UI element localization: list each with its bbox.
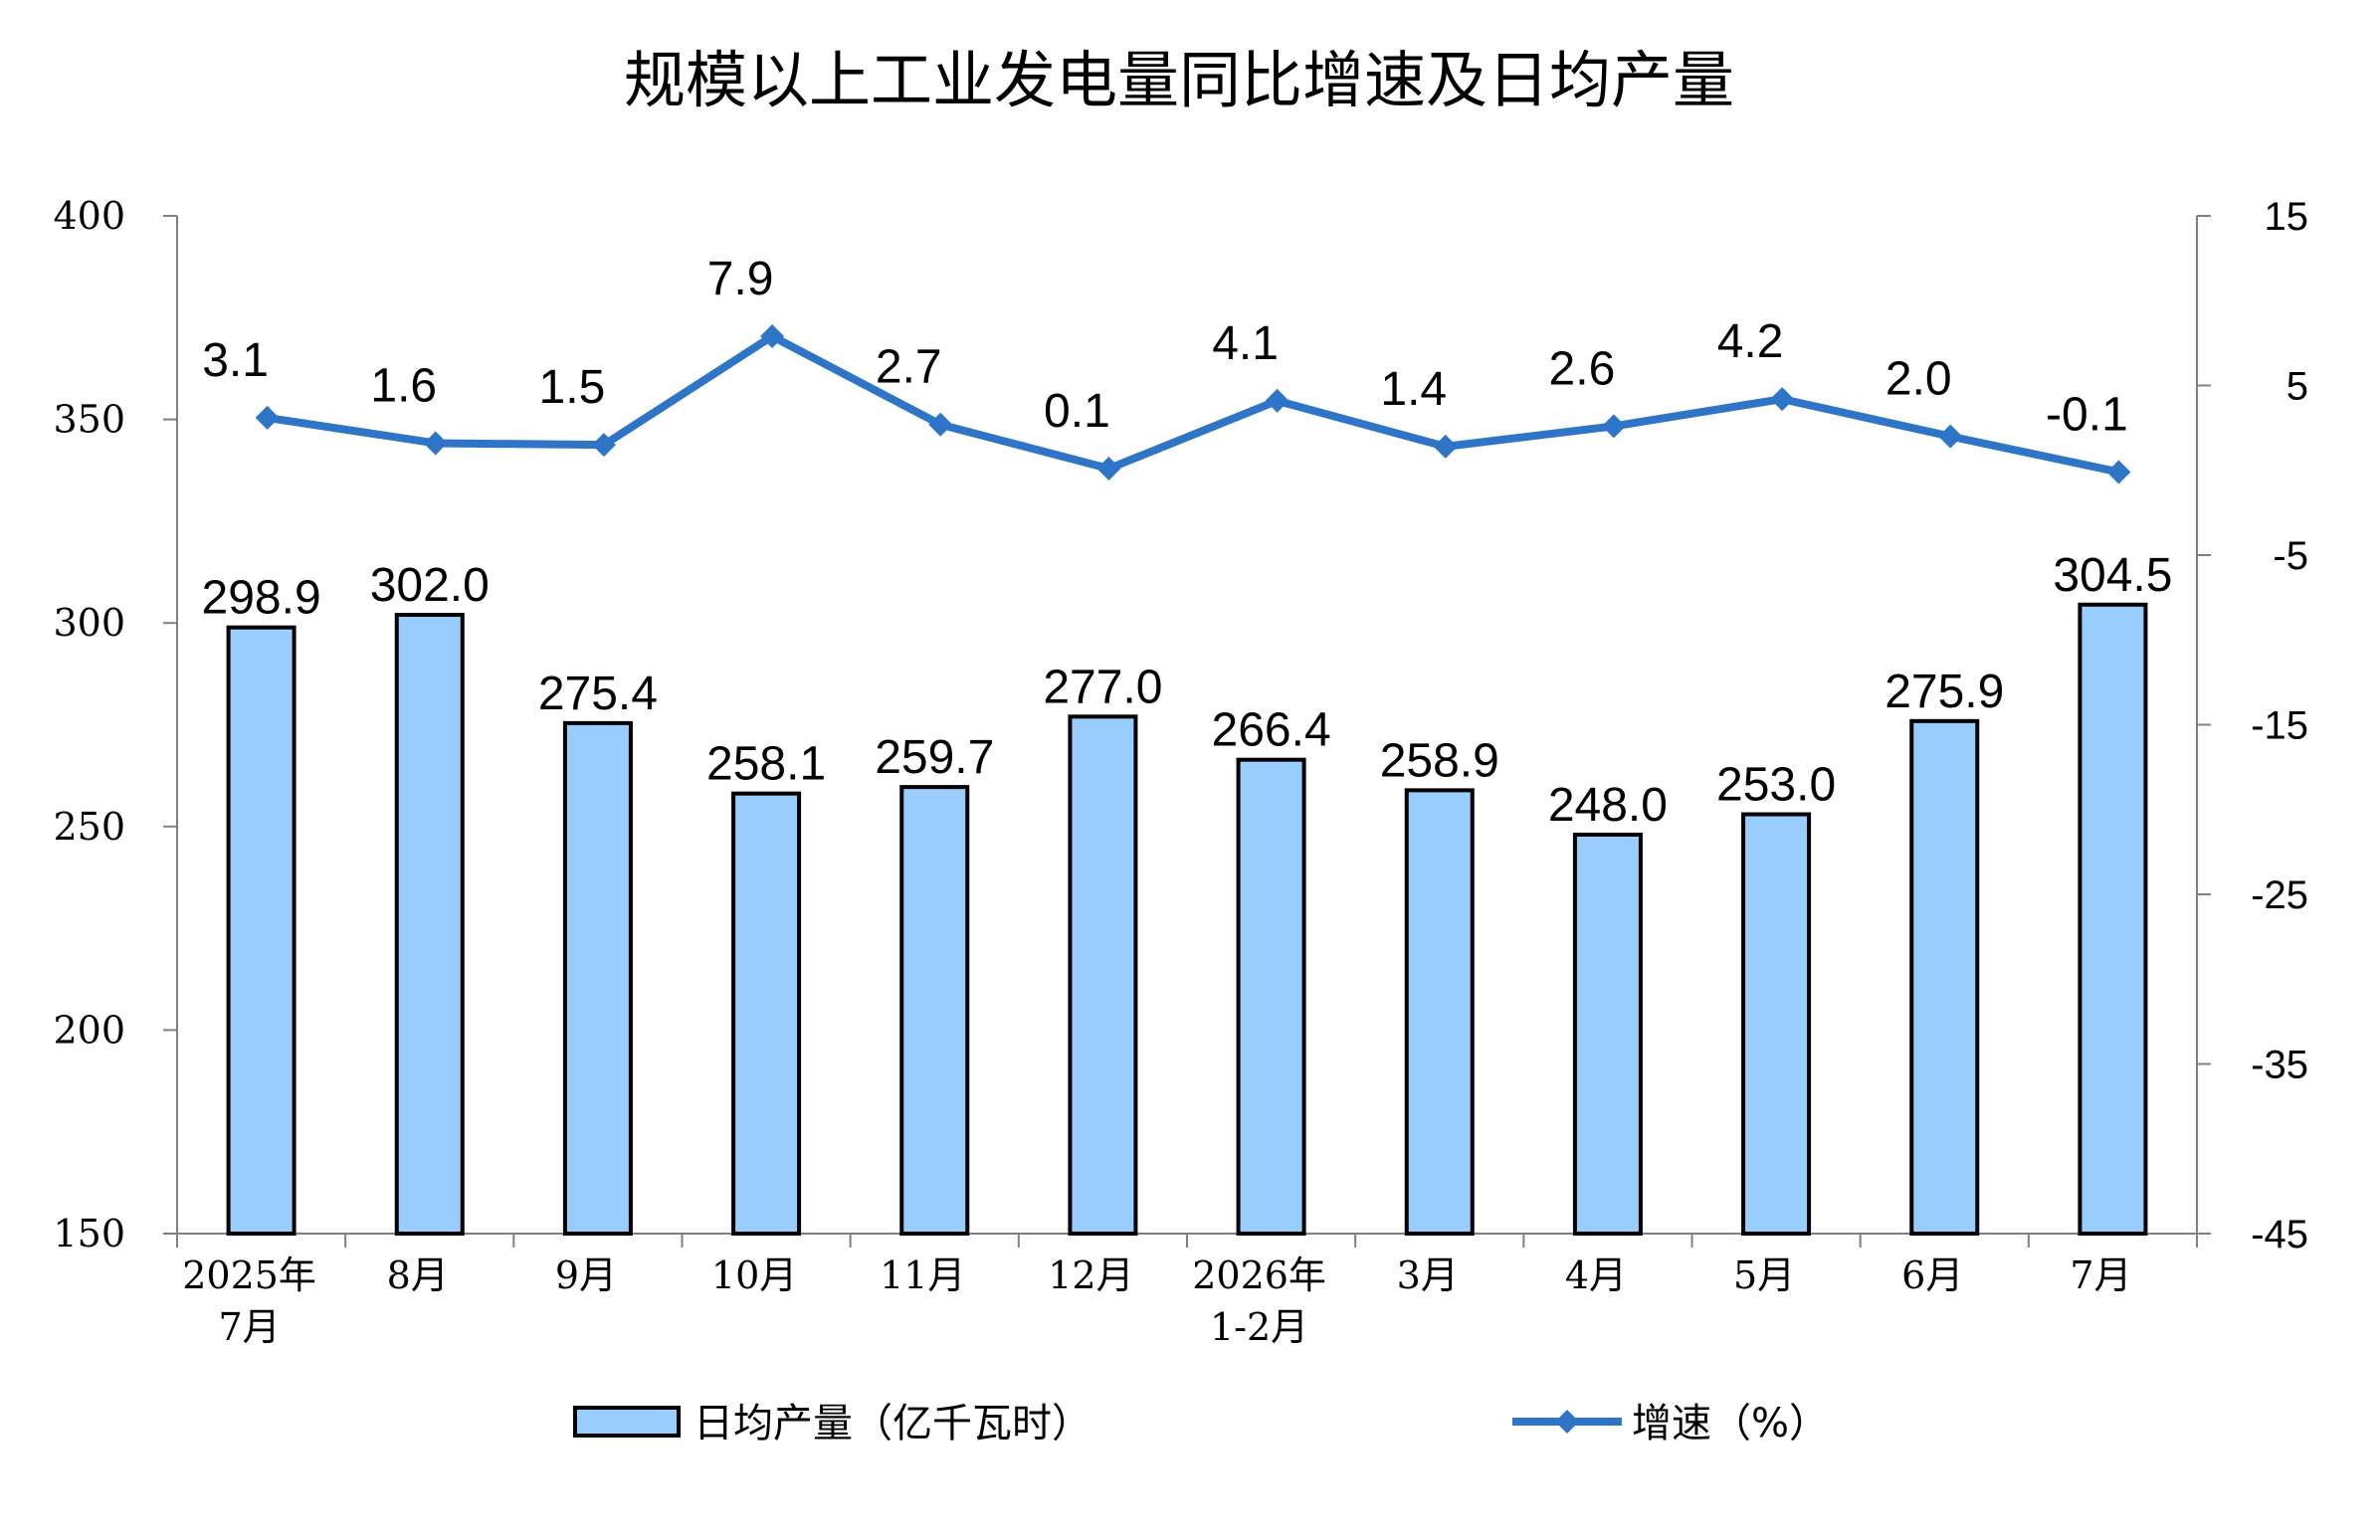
y-right-tick-label: -45 <box>2251 1213 2308 1256</box>
bar-data-label: 302.0 <box>370 559 490 612</box>
bar-labels: 298.9 302.0 275.4 258.1 259.7 277.0 266.4 258.9… <box>202 549 2173 832</box>
line-marker <box>760 324 785 349</box>
legend-line-label: 增速（%） <box>1632 1401 1829 1446</box>
y-left-tick-label: 150 <box>53 1212 125 1255</box>
line-marker <box>1938 424 1963 449</box>
line-marker <box>591 433 616 458</box>
line-data-label: 1.4 <box>1380 363 1447 416</box>
x-tick-label: 8月 <box>387 1253 449 1297</box>
line-marker <box>1433 434 1458 459</box>
legend-bar-swatch <box>573 1406 681 1438</box>
bar-data-label: 253.0 <box>1716 759 1836 812</box>
line-data-label: 4.1 <box>1212 317 1279 370</box>
x-tick-label: 2026年 <box>1192 1253 1326 1297</box>
line-data-label: 2.6 <box>1549 342 1616 395</box>
x-tick-label: 10月 <box>711 1253 797 1297</box>
bar <box>1404 788 1475 1237</box>
chart-title: 规模以上工业发电量同比增速及日均产量 <box>624 44 1734 116</box>
line-marker <box>928 412 953 437</box>
x-tick-label: 7月 <box>218 1305 280 1349</box>
line-path <box>266 332 2120 477</box>
line-marker <box>1770 387 1795 412</box>
bar <box>731 791 802 1236</box>
line-marker <box>1096 457 1121 481</box>
line-data-label: 1.5 <box>539 361 606 414</box>
legend-bar-label: 日均产量（亿千瓦时） <box>694 1401 1091 1446</box>
x-tick-label: 6月 <box>1901 1253 1963 1297</box>
bar-series <box>226 602 2148 1237</box>
x-tick-label: 1-2月 <box>1210 1305 1308 1349</box>
x-tick-label: 2025年 <box>182 1253 316 1297</box>
y-left-tick-label: 200 <box>53 1008 125 1052</box>
bar <box>226 625 297 1236</box>
line-data-label: 2.0 <box>1885 353 1952 406</box>
line-data-label: 4.2 <box>1717 315 1784 368</box>
y-left-tick-label: 250 <box>53 805 125 849</box>
legend-line-marker <box>1555 1410 1579 1434</box>
bar-data-label: 259.7 <box>875 731 994 784</box>
x-tick-label: 4月 <box>1565 1253 1627 1297</box>
y-right-tick-label: 15 <box>2265 195 2309 239</box>
axes: 400 350 300 250 200 150 15 5 -5 -15 -25 -35 -45 <box>53 194 2308 1256</box>
bar-data-label: 277.0 <box>1043 661 1162 713</box>
bar <box>1068 714 1138 1236</box>
line-marker <box>2106 460 2131 484</box>
bar <box>899 785 970 1236</box>
line-marker <box>423 431 448 456</box>
y-right-tick-label: -15 <box>2251 704 2308 748</box>
bar <box>1741 812 1812 1236</box>
bar-data-label: 298.9 <box>202 572 321 625</box>
line-data-label: 1.6 <box>370 359 437 412</box>
y-right-tick-label: -5 <box>2273 534 2308 578</box>
line-data-label: 3.1 <box>202 334 269 387</box>
bar-data-label: 248.0 <box>1548 779 1668 832</box>
x-tick-label: 5月 <box>1733 1253 1795 1297</box>
bar <box>2078 602 2148 1236</box>
line-labels: 3.1 1.6 1.5 7.9 2.7 0.1 4.1 1.4 2.6 4.2 2.0 -0.1 <box>202 253 2128 441</box>
x-tick-label: 12月 <box>1048 1253 1133 1297</box>
line-data-label: -0.1 <box>2046 388 2128 441</box>
x-axis-labels: 2025年 7月 8月 9月 10月 11月 12月 2026年 1-2月 3月 4月 5月 6月 7月 <box>182 1253 2131 1349</box>
x-tick-label: 7月 <box>2070 1253 2131 1297</box>
y-right-tick-label: -35 <box>2251 1044 2308 1087</box>
line-marker <box>1601 414 1626 439</box>
bar-data-label: 275.9 <box>1884 666 2004 718</box>
bar-data-label: 258.1 <box>706 738 826 791</box>
bar-data-label: 258.9 <box>1380 734 1499 787</box>
line-data-label: 0.1 <box>1044 385 1110 438</box>
bar-data-label: 266.4 <box>1212 704 1331 757</box>
x-tick-label: 3月 <box>1397 1253 1459 1297</box>
line-data-label: 2.7 <box>876 341 942 394</box>
y-right-tick-label: -25 <box>2251 873 2308 917</box>
bar <box>1909 718 1980 1236</box>
legend: 日均产量（亿千瓦时） 增速（%） <box>573 1401 1829 1446</box>
bar <box>562 720 633 1236</box>
bar-data-label: 275.4 <box>538 668 658 720</box>
x-tick-label: 11月 <box>880 1253 965 1297</box>
line-marker <box>255 405 280 430</box>
line-data-label: 7.9 <box>707 253 774 305</box>
y-right-tick-label: 5 <box>2286 365 2308 409</box>
bar <box>394 613 465 1236</box>
y-left-tick-label: 300 <box>53 601 125 645</box>
line-marker <box>1265 388 1289 413</box>
bar-data-label: 304.5 <box>2053 549 2172 602</box>
y-left-tick-label: 400 <box>53 194 125 238</box>
bar <box>1236 757 1306 1237</box>
y-left-tick-label: 350 <box>53 398 125 442</box>
bar <box>1572 832 1643 1236</box>
line-series <box>255 324 2131 484</box>
x-tick-label: 9月 <box>555 1253 617 1297</box>
